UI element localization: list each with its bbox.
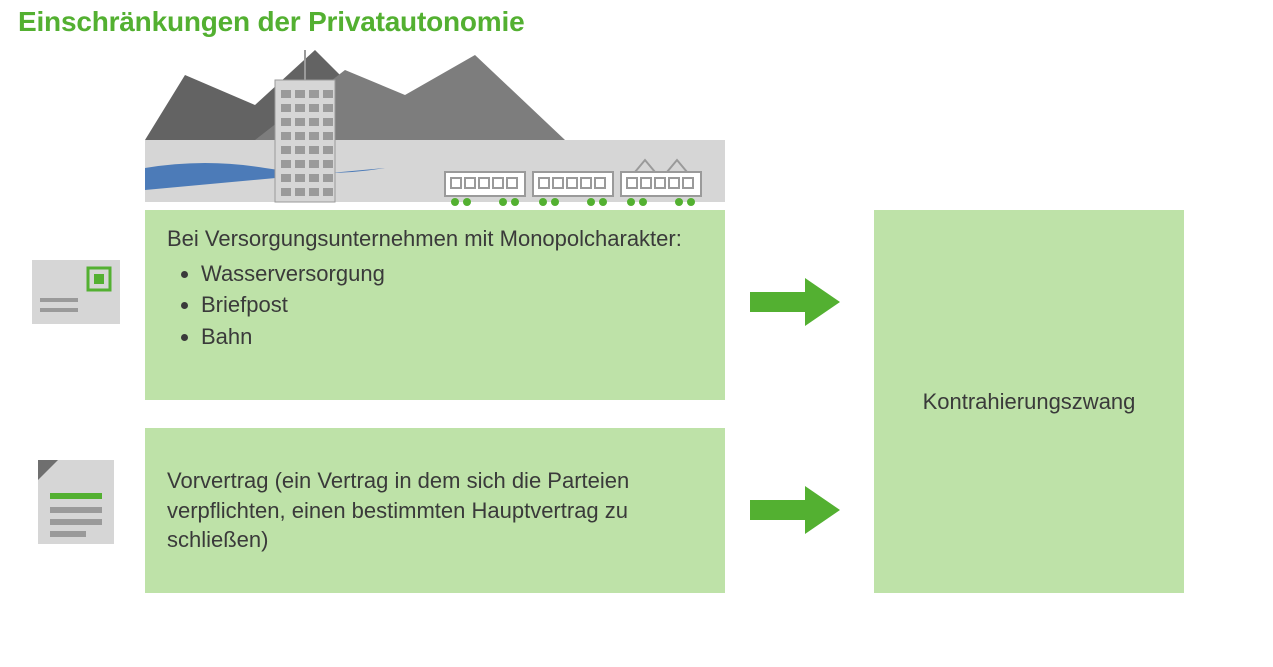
monopoly-box: Bei Versorgungsunternehmen mit Monopolch… [145, 210, 725, 400]
envelope-icon [26, 242, 126, 342]
document-icon [26, 452, 126, 552]
scene-illustration [145, 40, 725, 210]
bullet-item: Briefpost [201, 289, 703, 321]
scene-svg [145, 40, 725, 210]
arrow-right-icon [750, 486, 840, 534]
bullet-item: Bahn [201, 321, 703, 353]
precontract-box: Vorvertrag (ein Vertrag in dem sich die … [145, 428, 725, 593]
result-text: Kontrahierungszwang [923, 387, 1136, 417]
monopoly-intro: Bei Versorgungsunternehmen mit Monopolch… [167, 224, 703, 254]
arrow-right-icon [750, 278, 840, 326]
precontract-text: Vorvertrag (ein Vertrag in dem sich die … [167, 466, 703, 555]
monopoly-bullets: Wasserversorgung Briefpost Bahn [201, 258, 703, 353]
result-box: Kontrahierungszwang [874, 210, 1184, 593]
page-title: Einschränkungen der Privatautonomie [18, 0, 1255, 38]
bullet-item: Wasserversorgung [201, 258, 703, 290]
